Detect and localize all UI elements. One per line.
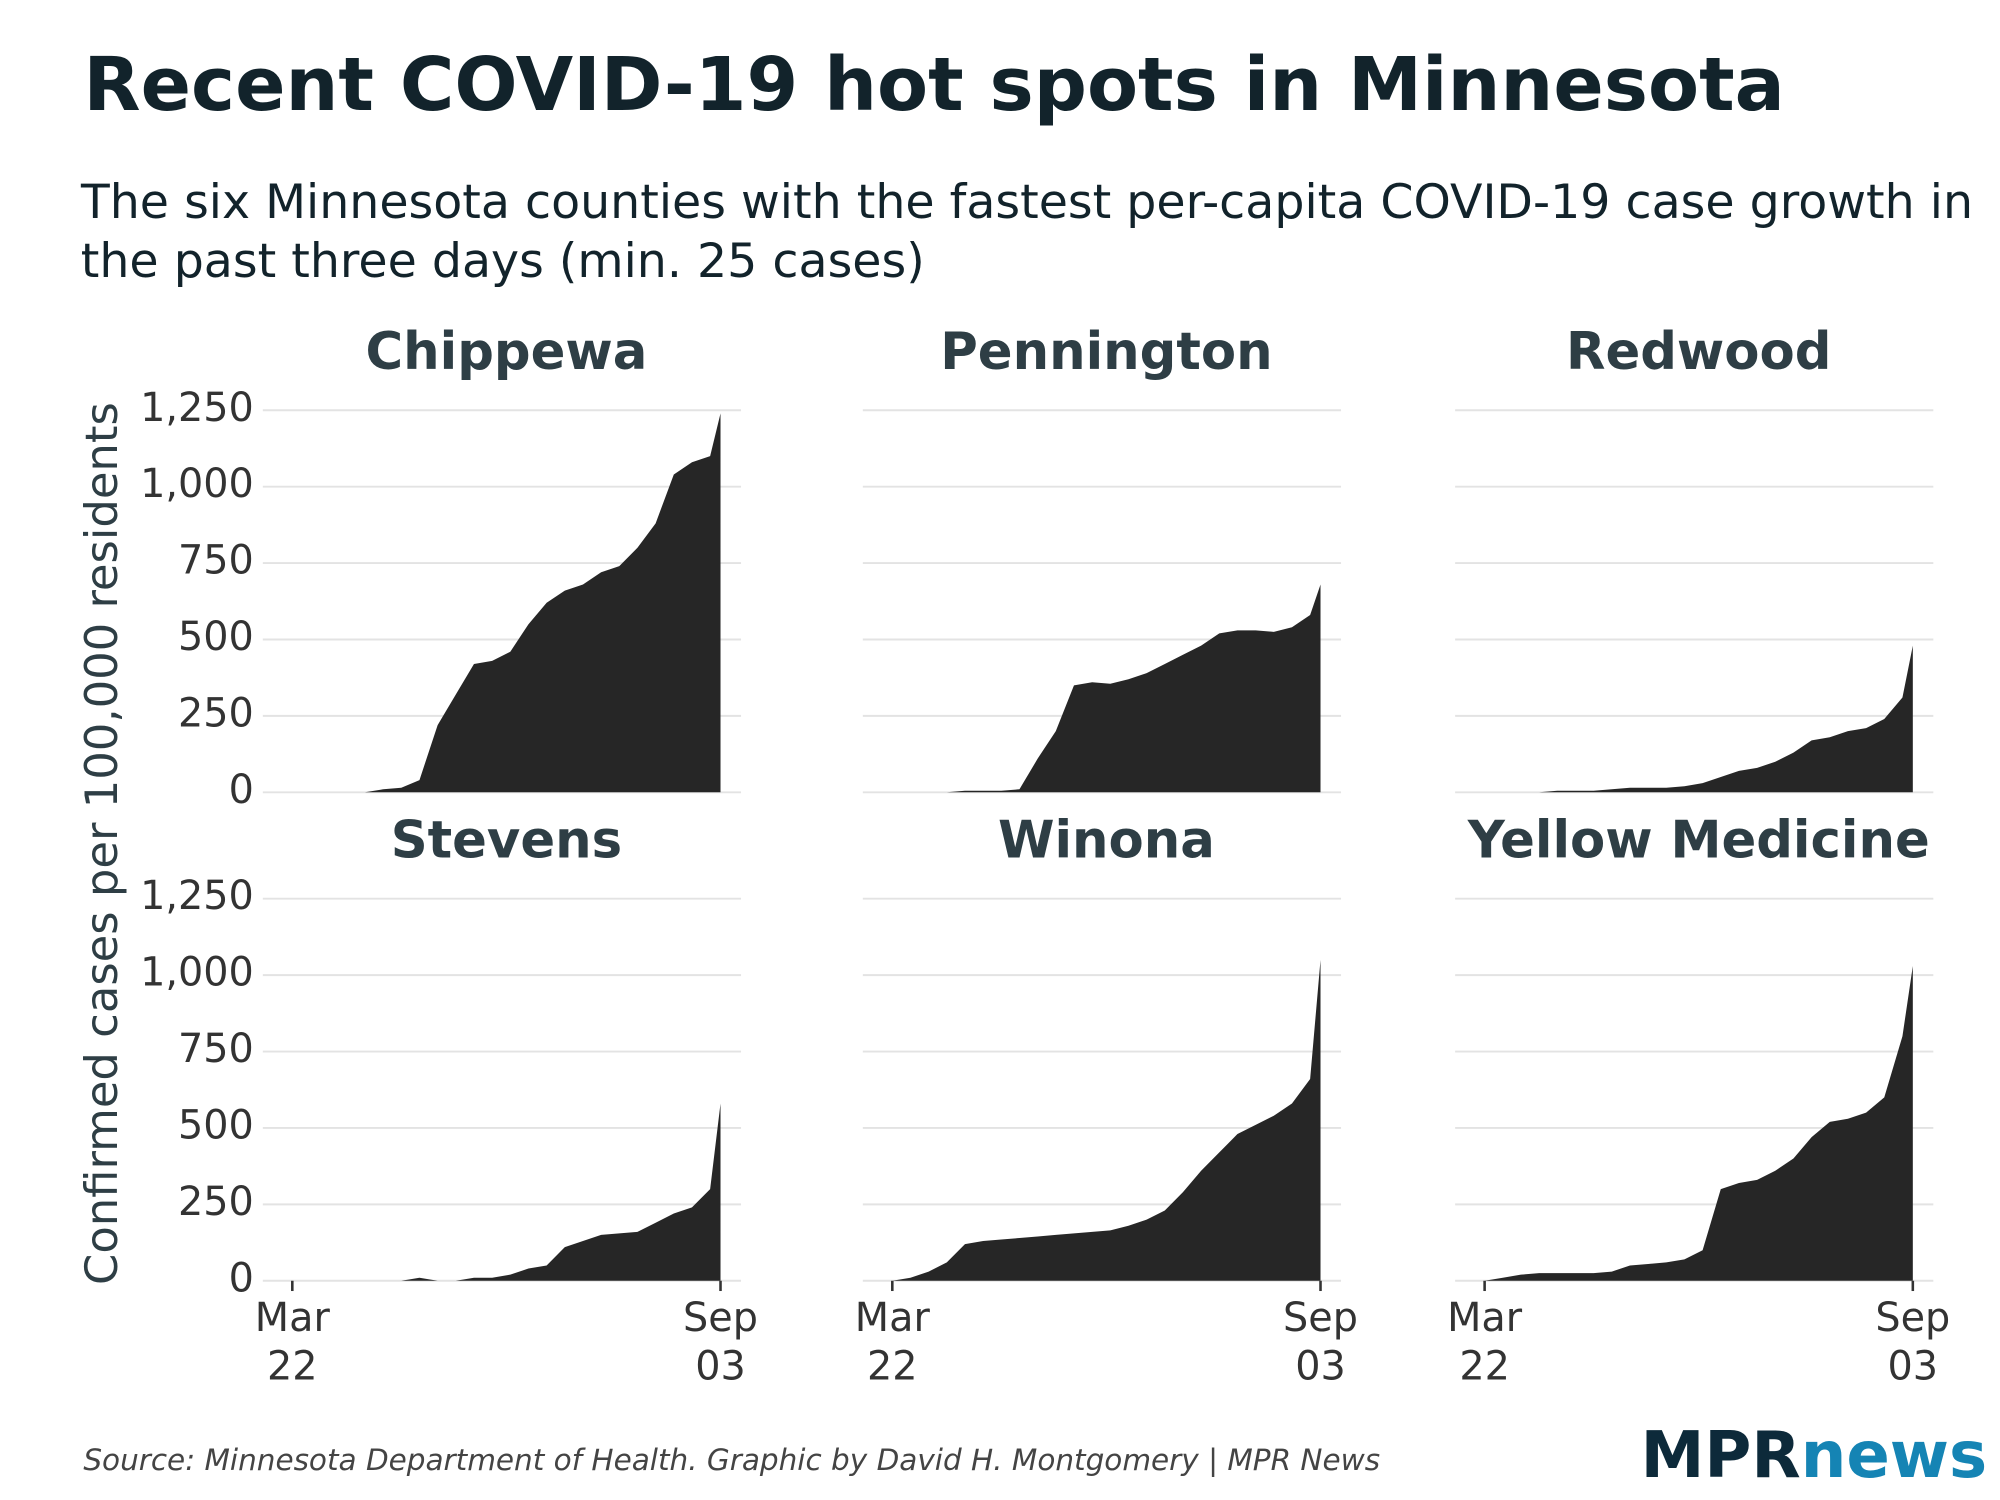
- panel-title: Redwood: [1566, 322, 1831, 382]
- y-tick-label: 1,250: [140, 385, 254, 431]
- subtitle: The six Minnesota counties with the fast…: [80, 174, 1974, 289]
- y-tick-label: 250: [178, 690, 254, 736]
- x-tick-label: Sep 03: [1283, 1294, 1358, 1390]
- y-tick-label: 0: [229, 1255, 254, 1301]
- y-tick-label: 0: [229, 767, 254, 813]
- x-tick-box: Sep 03: [1283, 1294, 1358, 1390]
- y-axis-label: Confirmed cases per 100,000 residents: [75, 402, 128, 1285]
- area: [892, 959, 1321, 1281]
- source: Source: Minnesota Department of Health. …: [83, 1443, 1380, 1478]
- subtitle-box: The six Minnesota counties with the fast…: [80, 174, 1974, 289]
- x-tick-label: Mar 22: [254, 1294, 330, 1390]
- x-tick-label: Mar 22: [1447, 1294, 1523, 1390]
- y-tick-label: 1,000: [140, 950, 254, 996]
- logo-brand: MPR: [1641, 1419, 1801, 1493]
- x-tick-box: Mar 22: [254, 1294, 330, 1390]
- x-tick-box: Sep 03: [1875, 1294, 1951, 1390]
- area: [892, 584, 1321, 793]
- y-tick-label: 500: [178, 1102, 254, 1148]
- logo: MPRnews: [1641, 1419, 1988, 1493]
- x-tick-box: Sep 03: [683, 1294, 758, 1390]
- x-tick-box: Mar 22: [1447, 1294, 1523, 1390]
- area: [292, 1103, 721, 1281]
- chart-title: Recent COVID-19 hot spots in Minnesota: [83, 41, 1784, 128]
- logo-name: news: [1801, 1419, 1987, 1493]
- y-tick-label: 1,000: [140, 461, 254, 507]
- panel-title: Stevens: [391, 811, 622, 871]
- x-tick-label: Sep 03: [1875, 1294, 1951, 1390]
- y-tick-label: 750: [178, 1026, 254, 1072]
- area: [1484, 965, 1913, 1281]
- y-tick-label: 500: [178, 614, 254, 660]
- panel-title: Yellow Medicine: [1467, 811, 1930, 871]
- y-tick-label: 250: [178, 1179, 254, 1225]
- y-tick-label: 1,250: [140, 873, 254, 919]
- x-tick-label: Mar 22: [854, 1294, 930, 1390]
- y-tick-label: 750: [178, 538, 254, 584]
- panel-title: Chippewa: [366, 322, 648, 382]
- area: [292, 413, 721, 793]
- area: [1484, 645, 1913, 793]
- panel-title: Winona: [998, 811, 1215, 871]
- x-tick-label: Sep 03: [683, 1294, 758, 1390]
- x-tick-box: Mar 22: [854, 1294, 930, 1390]
- panel-title: Pennington: [940, 322, 1272, 382]
